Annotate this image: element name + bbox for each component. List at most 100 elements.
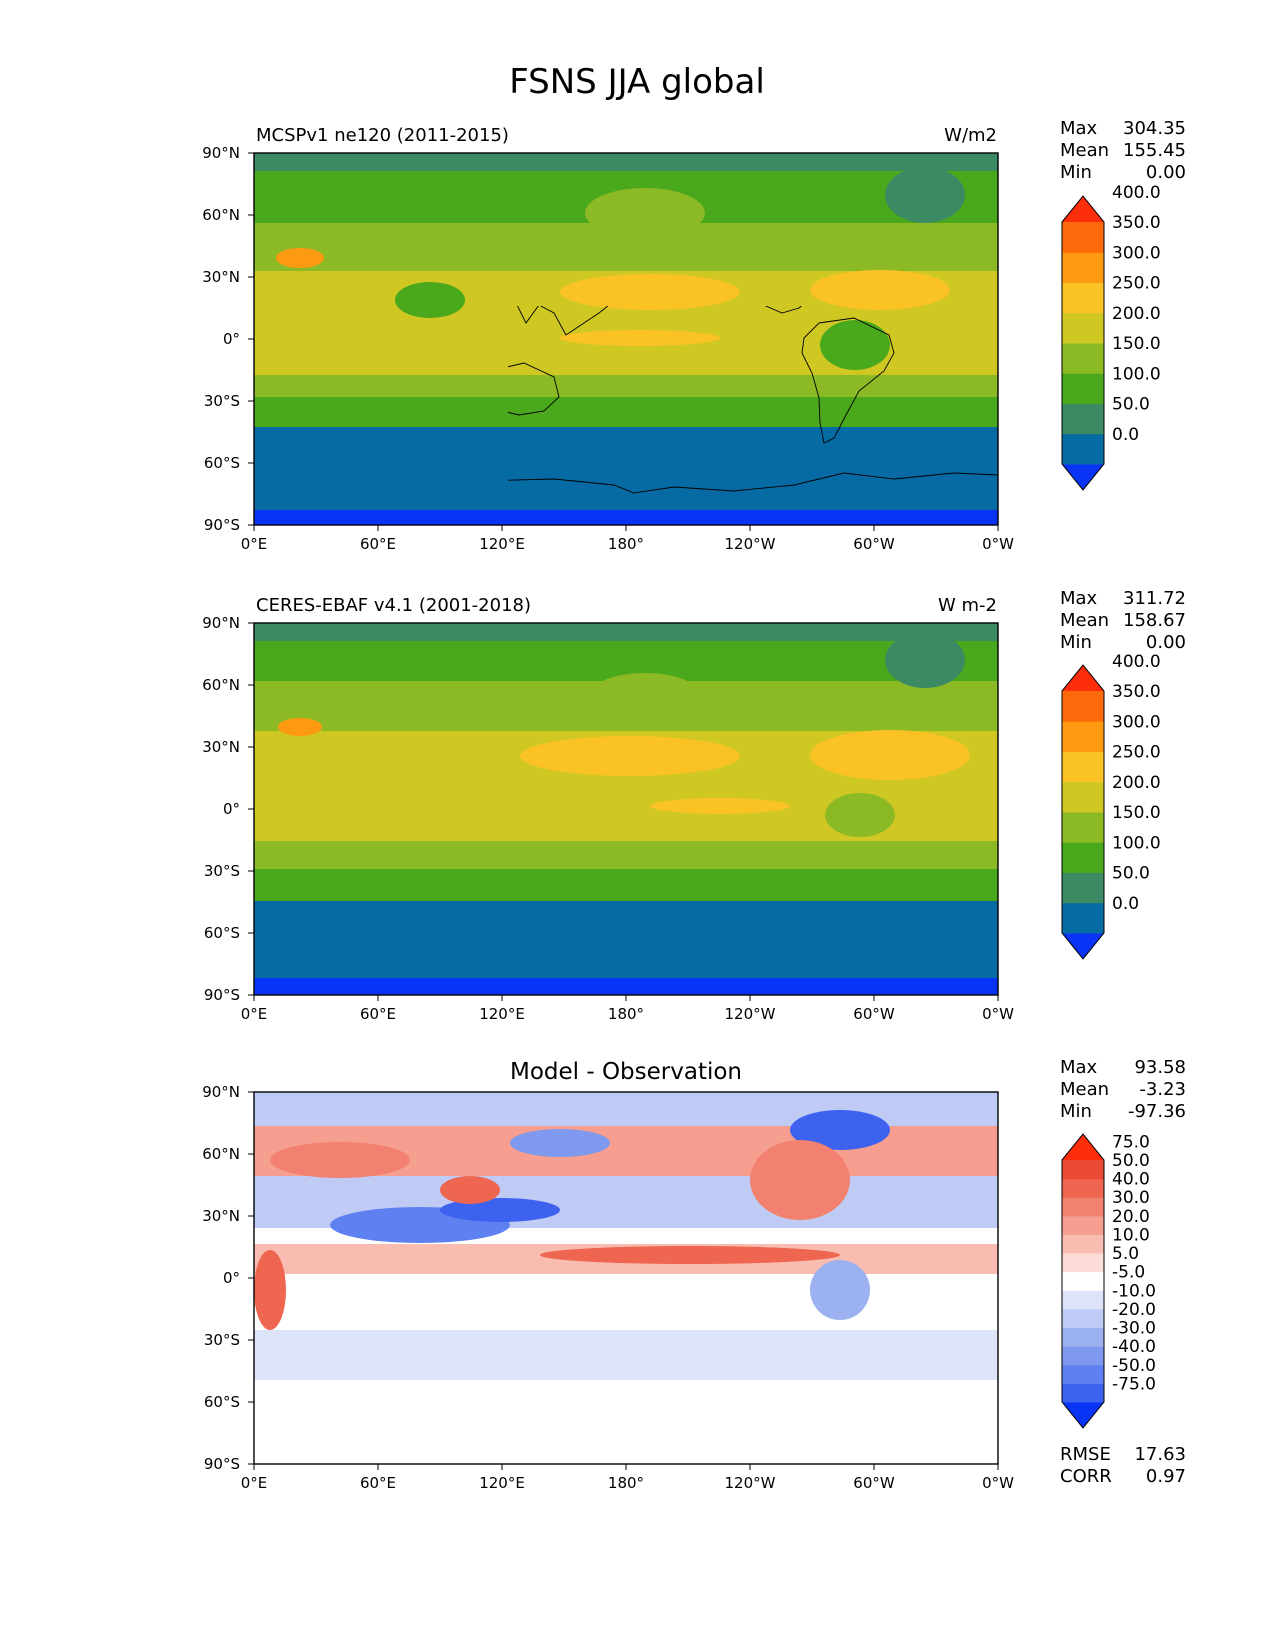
stat-max-label: Max <box>1060 118 1098 139</box>
figure-title: FSNS JJA global <box>509 62 765 102</box>
colorbar-segment <box>1062 222 1104 253</box>
y-tick-label: 60°S <box>204 454 240 472</box>
colorbar-label: 150.0 <box>1112 803 1161 823</box>
x-tick-label: 0°E <box>241 535 268 553</box>
colorbar-segment <box>1062 1253 1104 1273</box>
y-tick-label: 90°S <box>204 986 240 1004</box>
stat-max-value: 304.35 <box>1123 118 1186 139</box>
colorbar-extend-low <box>1062 464 1104 490</box>
x-tick-label: 120°E <box>479 535 525 553</box>
colorbar-extend-low <box>1062 933 1104 959</box>
x-tick-label: 120°E <box>479 1474 525 1492</box>
y-tick-label: 30°S <box>204 392 240 410</box>
metric-rmse-label: RMSE <box>1060 1444 1111 1465</box>
colorbar-label: 100.0 <box>1112 833 1161 853</box>
max-north-atlantic <box>810 730 970 780</box>
colorbar-outline <box>1061 1133 1105 1429</box>
colorbar-extend-low <box>1062 1402 1104 1428</box>
band-southern-ocean <box>254 427 998 510</box>
colorbar-label: 50.0 <box>1112 1151 1150 1171</box>
colorbar-segment <box>1062 1346 1104 1366</box>
colorbar-segment <box>1062 252 1104 283</box>
field-model <box>254 153 998 525</box>
panel-difference: 0°E 60°E 120°E 180° 120°W 60°W 0°W 90°N 60°N 30°N… <box>202 1057 1186 1492</box>
y-tick-label: 90°N <box>202 1083 240 1101</box>
south-america-outline <box>801 317 895 444</box>
colorbar-segment <box>1062 433 1104 465</box>
panel-title-observation: CERES-EBAF v4.1 (2001-2018) <box>256 595 531 616</box>
stat-mean-value: 158.67 <box>1123 610 1186 631</box>
metric-rmse-value: 17.63 <box>1134 1444 1186 1465</box>
axis-ticks-model: 0°E 60°E 120°E 180° 120°W 60°W 0°W 90°N 60°N 30°N… <box>202 144 1014 553</box>
colorbar-label: -10.0 <box>1112 1281 1156 1301</box>
colorbar-label: 0.0 <box>1112 425 1139 445</box>
stats-block-observation: Max 311.72 Mean 158.67 Min 0.00 <box>1060 588 1186 653</box>
colorbar-label: -75.0 <box>1112 1374 1156 1394</box>
neg-south-america <box>810 1260 870 1320</box>
colorbar-label: 150.0 <box>1112 334 1161 354</box>
x-tick-label: 60°W <box>853 1005 895 1023</box>
band-equator <box>254 841 998 869</box>
min-greenland <box>885 167 965 223</box>
x-tick-label: 120°E <box>479 1005 525 1023</box>
band-equator <box>254 375 998 397</box>
colorbar-label: 300.0 <box>1112 243 1161 263</box>
colorbar-segment <box>1062 403 1104 435</box>
y-tick-label: 90°N <box>202 144 240 162</box>
band-polar-north <box>254 153 998 171</box>
colorbar-label: 300.0 <box>1112 712 1161 732</box>
colorbar-segment <box>1062 751 1104 783</box>
colorbar-segment <box>1062 842 1104 873</box>
x-tick-label: 60°E <box>360 1005 396 1023</box>
colorbar-label: 250.0 <box>1112 274 1161 294</box>
colorbar-segment <box>1062 1327 1104 1347</box>
pos-east-asia <box>440 1176 500 1204</box>
y-tick-label: 60°N <box>202 206 240 224</box>
max-east-pacific <box>560 330 720 346</box>
colorbar-label: -30.0 <box>1112 1319 1156 1339</box>
axis-ticks-difference: 0°E 60°E 120°E 180° 120°W 60°W 0°W 90°N 60°N 30°N… <box>202 1083 1014 1492</box>
max-central-pacific <box>520 736 740 776</box>
y-tick-label: 60°S <box>204 924 240 942</box>
colorbar-segment <box>1062 812 1104 843</box>
min-siberia <box>590 673 700 717</box>
min-siberia <box>585 188 705 238</box>
units-label-observation: W m-2 <box>938 595 997 616</box>
y-tick-label: 60°N <box>202 676 240 694</box>
coastlines-model <box>508 306 999 494</box>
stat-max-label: Max <box>1060 1057 1098 1078</box>
colorbar-label: 50.0 <box>1112 864 1150 884</box>
stat-max-label: Max <box>1060 588 1098 609</box>
colorbar-extend-high <box>1062 1134 1104 1160</box>
pos-west-africa-coast <box>254 1250 286 1330</box>
max-central-pacific <box>560 274 740 310</box>
colorbar-model: 0.0 50.0 100.0 150.0 200.0 250.0 300.0 350.0 400… <box>1061 183 1161 491</box>
colorbar-difference: -75.0-50.0-40.0-30.0-20.0-10.0-5.05.010.… <box>1061 1132 1156 1429</box>
panel-title-difference: Model - Observation <box>510 1059 742 1085</box>
neg-north-pacific <box>510 1129 610 1157</box>
max-mediterranean <box>278 718 322 736</box>
stat-min-label: Min <box>1060 1101 1092 1122</box>
metric-corr-label: CORR <box>1060 1466 1112 1487</box>
metric-corr-value: 0.97 <box>1146 1466 1186 1487</box>
colorbar-label: 40.0 <box>1112 1170 1150 1190</box>
x-tick-label: 0°W <box>982 1474 1014 1492</box>
band-antarctic <box>254 510 998 525</box>
colorbar-label: 350.0 <box>1112 213 1161 233</box>
colorbar-segment <box>1062 1178 1104 1198</box>
colorbar-segment <box>1062 343 1104 374</box>
band-antarctic <box>254 978 998 995</box>
stat-min-label: Min <box>1060 162 1092 183</box>
band-southern-storm-track <box>254 1330 998 1380</box>
max-north-atlantic <box>810 270 950 310</box>
min-amazon <box>820 320 890 370</box>
colorbar-label: 200.0 <box>1112 773 1161 793</box>
colorbar-label: 400.0 <box>1112 183 1161 203</box>
x-tick-label: 0°E <box>241 1005 268 1023</box>
y-tick-label: 90°S <box>204 1455 240 1473</box>
x-tick-label: 60°W <box>853 1474 895 1492</box>
max-mediterranean <box>276 248 324 268</box>
colorbar-segment <box>1062 1197 1104 1217</box>
y-tick-label: 60°N <box>202 1145 240 1163</box>
colorbar-segment <box>1062 373 1104 404</box>
